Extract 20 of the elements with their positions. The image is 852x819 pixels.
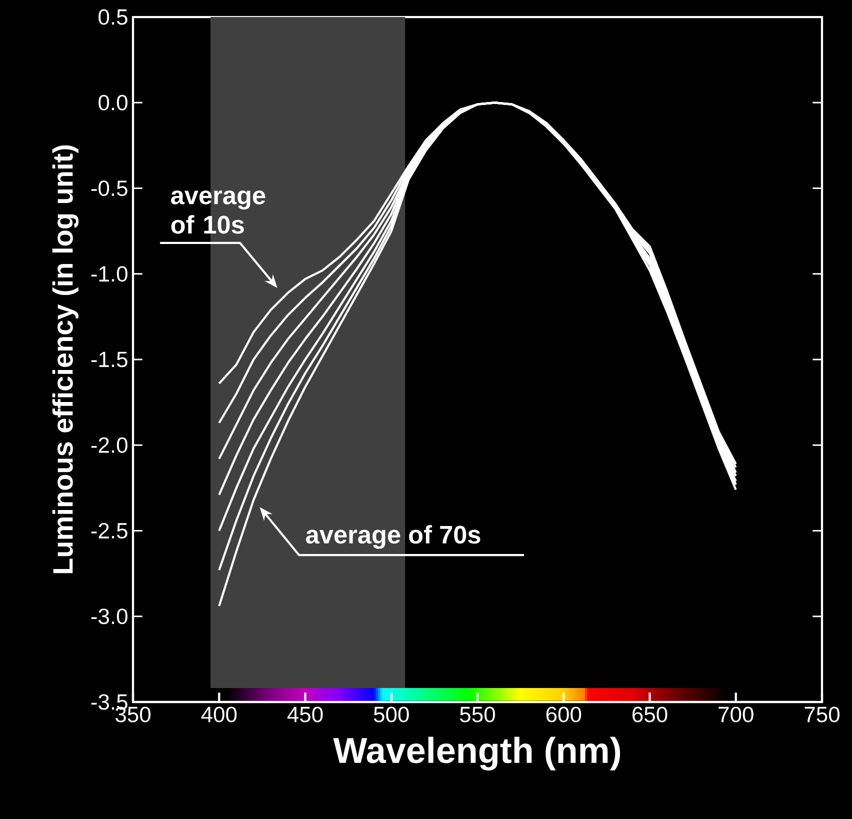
y-tick-label: -2.0: [91, 437, 128, 453]
y-tick-label: -2.5: [91, 522, 128, 539]
x-tick-label: 450: [287, 706, 323, 722]
annotation: average of 70s: [306, 525, 480, 549]
y-tick-label: -0.5: [91, 180, 128, 196]
y-axis-title: Luminous efficiency (in log unit): [52, 145, 79, 574]
y-tick-label: -1.5: [91, 352, 128, 368]
x-tick-label: 400: [201, 706, 237, 722]
y-tick-label: 0.0: [98, 94, 128, 110]
x-axis-title: Wavelength (nm): [333, 736, 620, 770]
annotation: average of 10s: [171, 190, 266, 234]
y-tick-label: 0.5: [98, 9, 128, 25]
x-tick-label: 600: [546, 706, 582, 722]
y-tick-label: -1.0: [91, 266, 128, 282]
y-tick-label: -3.0: [91, 608, 128, 624]
x-tick-label: 750: [804, 706, 840, 722]
x-tick-label: 550: [460, 706, 495, 722]
x-tick-label: 700: [718, 706, 754, 722]
x-tick-label: 650: [632, 706, 668, 722]
x-tick-label: 500: [374, 706, 409, 722]
